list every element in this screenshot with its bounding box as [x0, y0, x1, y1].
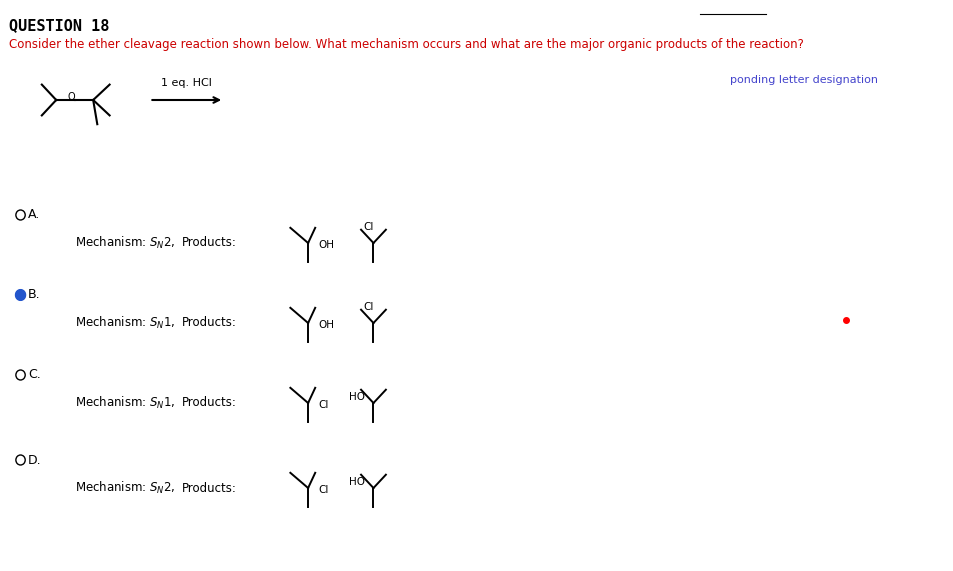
Text: Cl: Cl	[362, 222, 373, 232]
Text: Cl: Cl	[362, 302, 373, 312]
Text: HO: HO	[348, 392, 364, 403]
Text: OH: OH	[318, 320, 335, 330]
Text: OH: OH	[318, 240, 335, 250]
Text: Mechanism: $S_N$2,: Mechanism: $S_N$2,	[74, 480, 174, 496]
Text: 1 eq. HCl: 1 eq. HCl	[161, 78, 212, 88]
Text: HO: HO	[348, 477, 364, 487]
Text: B.: B.	[28, 288, 41, 301]
Text: D.: D.	[28, 453, 42, 467]
Text: O: O	[68, 92, 75, 102]
Text: Cl: Cl	[318, 485, 329, 495]
Text: Consider the ether cleavage reaction shown below. What mechanism occurs and what: Consider the ether cleavage reaction sho…	[10, 38, 803, 51]
Text: Products:: Products:	[182, 236, 236, 250]
Text: Cl: Cl	[318, 400, 329, 410]
Text: Mechanism: $S_N$1,: Mechanism: $S_N$1,	[74, 395, 174, 411]
Text: Products:: Products:	[182, 481, 236, 494]
Text: C.: C.	[28, 368, 41, 381]
Text: A.: A.	[28, 208, 40, 222]
Text: Mechanism: $S_N$1,: Mechanism: $S_N$1,	[74, 315, 174, 331]
Text: Mechanism: $S_N$2,: Mechanism: $S_N$2,	[74, 235, 174, 251]
Text: Products:: Products:	[182, 316, 236, 329]
Text: ponding letter designation: ponding letter designation	[729, 75, 877, 85]
Circle shape	[16, 290, 25, 300]
Text: Products:: Products:	[182, 396, 236, 409]
Text: QUESTION 18: QUESTION 18	[10, 18, 110, 33]
